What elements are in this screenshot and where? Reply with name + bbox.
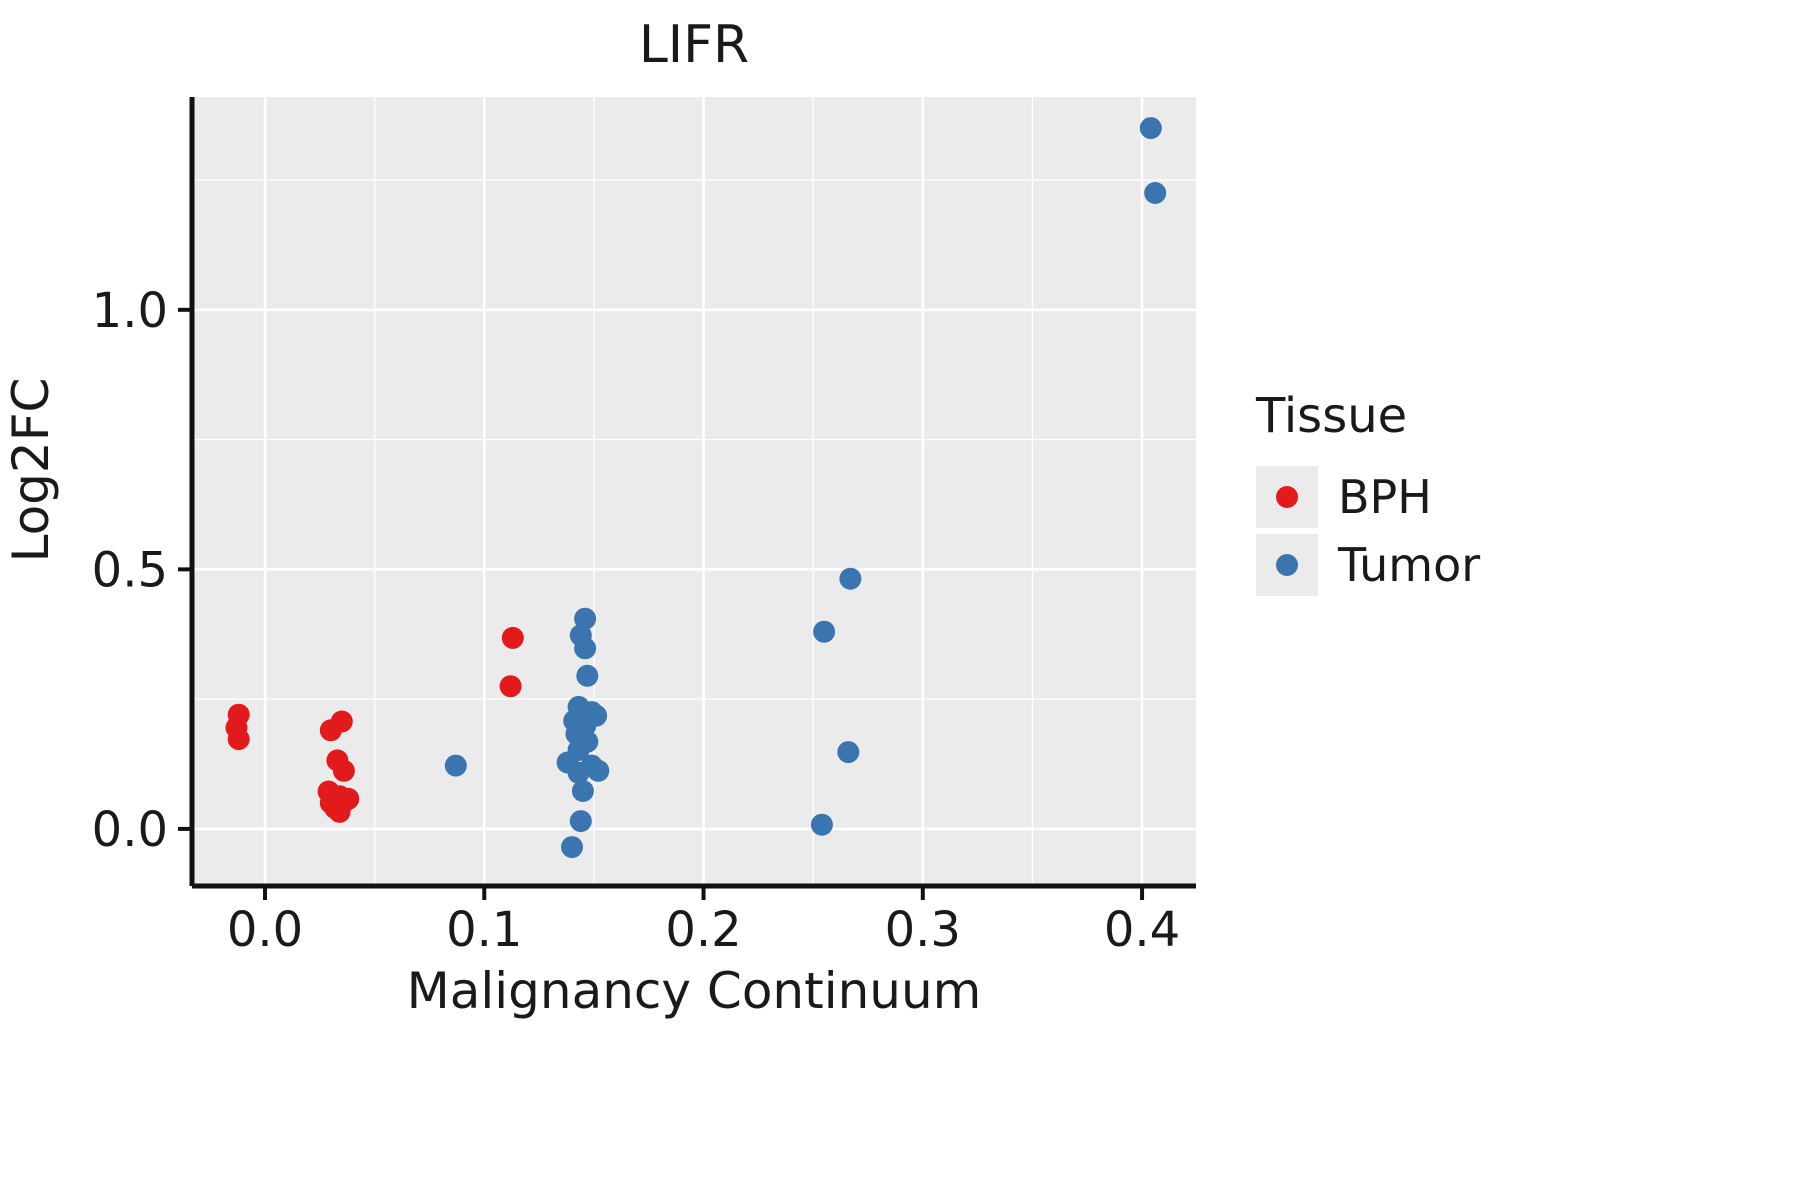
legend-marker-tumor-icon	[1276, 554, 1298, 576]
data-point-bph	[227, 728, 250, 751]
plot-panel-layer	[192, 97, 1196, 886]
data-point-tumor	[587, 759, 610, 782]
data-point-bph	[328, 800, 351, 823]
x-axis-label: Malignancy Continuum	[407, 962, 982, 1020]
y-tick-label: 1.0	[92, 283, 168, 339]
chart-title: LIFR	[639, 15, 749, 75]
plot-panel	[192, 97, 1196, 886]
axes-layer: 0.0 0.1 0.2 0.3 0.4 0.0 0.5 1.0	[92, 97, 1196, 958]
y-tick-label: 0.5	[92, 542, 168, 598]
data-point-tumor	[813, 620, 836, 643]
data-point-tumor	[444, 754, 467, 777]
data-point-tumor	[839, 567, 862, 590]
data-points-layer	[225, 117, 1167, 859]
legend: Tissue BPH Tumor	[1255, 388, 1480, 596]
y-tick-label: 0.0	[92, 802, 168, 858]
data-point-tumor	[567, 761, 590, 784]
x-tick-label: 0.1	[446, 902, 522, 958]
legend-title: Tissue	[1255, 388, 1407, 444]
data-point-bph	[499, 675, 522, 698]
legend-label-bph: BPH	[1338, 470, 1432, 524]
data-point-bph	[501, 626, 524, 649]
data-point-tumor	[1139, 117, 1162, 140]
x-tick-label: 0.2	[665, 902, 741, 958]
data-point-tumor	[837, 741, 860, 764]
legend-marker-bph-icon	[1276, 486, 1298, 508]
data-point-tumor	[585, 704, 608, 727]
data-point-tumor	[574, 637, 597, 660]
x-tick-label: 0.0	[227, 902, 303, 958]
data-point-tumor	[574, 607, 597, 630]
data-point-tumor	[569, 810, 592, 833]
y-axis-label: Log2FC	[2, 378, 60, 563]
x-tick-label: 0.4	[1104, 902, 1180, 958]
data-point-bph	[332, 759, 355, 782]
data-point-tumor	[576, 664, 599, 687]
data-point-tumor	[810, 813, 833, 836]
x-tick-label: 0.3	[885, 902, 961, 958]
data-point-tumor	[1144, 182, 1167, 204]
legend-label-tumor: Tumor	[1337, 538, 1480, 592]
data-point-tumor	[571, 780, 594, 802]
data-point-bph	[330, 710, 353, 733]
data-point-tumor	[561, 836, 583, 859]
